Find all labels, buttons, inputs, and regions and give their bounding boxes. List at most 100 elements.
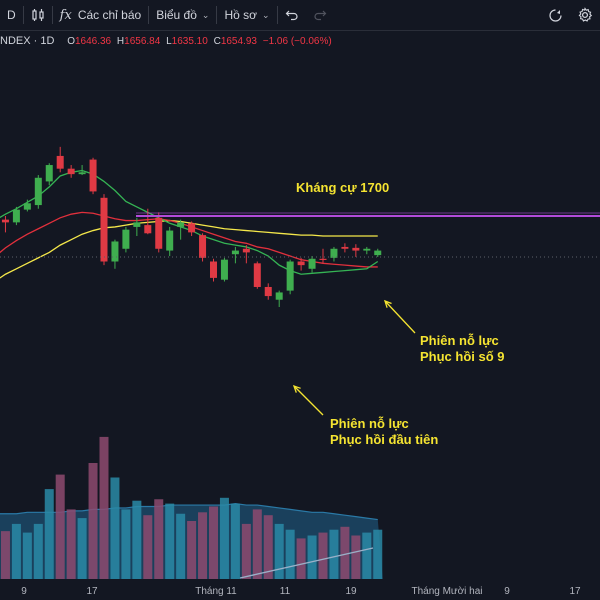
candle bbox=[111, 239, 119, 269]
indicators-button[interactable]: fx Các chỉ báo bbox=[53, 0, 149, 30]
profile-button[interactable]: Hồ sơ ⌄ bbox=[217, 0, 276, 30]
ma-yellow-line bbox=[0, 219, 378, 279]
toolbar-divider bbox=[276, 6, 278, 24]
candle-body bbox=[297, 261, 305, 266]
candle bbox=[264, 283, 272, 300]
volume-bar bbox=[22, 532, 32, 579]
candle bbox=[188, 221, 196, 237]
volume-bar bbox=[99, 436, 109, 579]
volume-bar bbox=[176, 513, 186, 579]
volume-bar bbox=[307, 535, 317, 579]
settings-button[interactable] bbox=[570, 0, 600, 30]
candle-body bbox=[341, 246, 349, 249]
chevron-down-icon: ⌄ bbox=[262, 9, 270, 20]
first-recovery-arrow bbox=[292, 384, 324, 416]
gear-icon bbox=[578, 7, 593, 22]
volume-bar bbox=[230, 503, 240, 579]
volume-bar bbox=[351, 535, 361, 579]
volume-ma-line bbox=[0, 502, 378, 521]
candle bbox=[297, 257, 305, 271]
volume-trend-line bbox=[239, 547, 374, 579]
interval-selector[interactable]: D bbox=[0, 0, 23, 30]
candle bbox=[253, 261, 261, 289]
candle bbox=[341, 243, 349, 253]
candle-layer bbox=[1, 146, 382, 307]
high-value: 1656.84 bbox=[124, 36, 161, 47]
candle-body bbox=[111, 241, 119, 262]
top-toolbar: D fx Các chỉ báo Biểu đồ ⌄ Hồ sơ ⌄ bbox=[0, 0, 600, 31]
volume-bar bbox=[88, 463, 98, 579]
candle bbox=[166, 226, 174, 257]
volume-bar bbox=[132, 500, 142, 579]
indicators-label: Các chỉ báo bbox=[77, 8, 142, 22]
candle-body bbox=[144, 225, 152, 234]
redo-button[interactable] bbox=[306, 0, 334, 30]
x-axis-tick-label: 9 bbox=[504, 586, 510, 597]
candle bbox=[133, 217, 141, 237]
compare-icon bbox=[32, 9, 44, 21]
x-axis-tick-label: Tháng Mười hai bbox=[411, 586, 482, 597]
candle-body bbox=[177, 222, 185, 227]
profile-label: Hồ sơ bbox=[224, 8, 257, 22]
candle-body bbox=[210, 261, 217, 278]
ma-red-line bbox=[0, 211, 378, 268]
first-recovery-annotation-line2: Phục hồi đầu tiên bbox=[330, 432, 438, 447]
candle-body bbox=[330, 248, 338, 258]
toolbar-divider bbox=[51, 6, 53, 24]
first-recovery-annotation-line1: Phiên nỗ lực bbox=[330, 416, 409, 431]
candle-body bbox=[188, 223, 196, 233]
candle-body bbox=[166, 230, 174, 251]
candle bbox=[45, 163, 53, 186]
volume-bar bbox=[33, 523, 43, 579]
arrow-shaft bbox=[293, 385, 324, 416]
candle bbox=[199, 233, 207, 262]
volume-bar bbox=[241, 523, 251, 579]
arrow-shaft bbox=[384, 300, 416, 334]
candle bbox=[122, 226, 130, 253]
candle-body bbox=[34, 177, 42, 206]
close-label: C bbox=[213, 36, 221, 47]
candle-body bbox=[286, 261, 294, 291]
chevron-down-icon: ⌄ bbox=[201, 9, 210, 20]
interval-label: D bbox=[7, 8, 16, 22]
volume-bar bbox=[0, 531, 10, 579]
replay-button[interactable] bbox=[541, 0, 570, 30]
candle bbox=[363, 246, 371, 255]
compare-button[interactable] bbox=[24, 0, 52, 30]
candle bbox=[34, 175, 42, 209]
candle-body bbox=[253, 263, 261, 287]
chart-type-label: Biểu đồ bbox=[156, 8, 197, 22]
candle bbox=[242, 245, 250, 264]
low-value: 1635.10 bbox=[171, 36, 208, 47]
candle bbox=[210, 258, 217, 282]
candle bbox=[56, 146, 64, 173]
candle bbox=[1, 216, 9, 233]
open-value: 1646.36 bbox=[74, 36, 112, 47]
candle bbox=[177, 219, 185, 240]
candle-body bbox=[12, 209, 20, 223]
ma-green-line bbox=[0, 169, 379, 275]
moving-average-layer bbox=[0, 169, 379, 279]
close-value: 1654.93 bbox=[220, 36, 257, 47]
candle-body bbox=[1, 219, 9, 223]
volume-bar bbox=[296, 538, 306, 579]
candle bbox=[144, 208, 152, 235]
candle-body bbox=[264, 286, 272, 297]
undo-button[interactable] bbox=[278, 0, 306, 30]
volume-bar bbox=[110, 477, 120, 579]
candle-body bbox=[231, 250, 239, 255]
volume-bar bbox=[11, 523, 21, 579]
volume-bar bbox=[318, 532, 328, 579]
volume-bar bbox=[66, 509, 76, 579]
volume-bar bbox=[362, 532, 372, 579]
candle bbox=[155, 212, 163, 253]
symbol-label[interactable]: NDEX · 1D bbox=[0, 35, 55, 47]
candle-body bbox=[23, 203, 31, 210]
replay-icon bbox=[549, 8, 562, 22]
volume-bar bbox=[143, 515, 153, 579]
volume-bar bbox=[154, 499, 164, 579]
candle bbox=[319, 248, 327, 264]
candle-body bbox=[308, 258, 316, 269]
chart-type-button[interactable]: Biểu đồ ⌄ bbox=[149, 0, 216, 30]
